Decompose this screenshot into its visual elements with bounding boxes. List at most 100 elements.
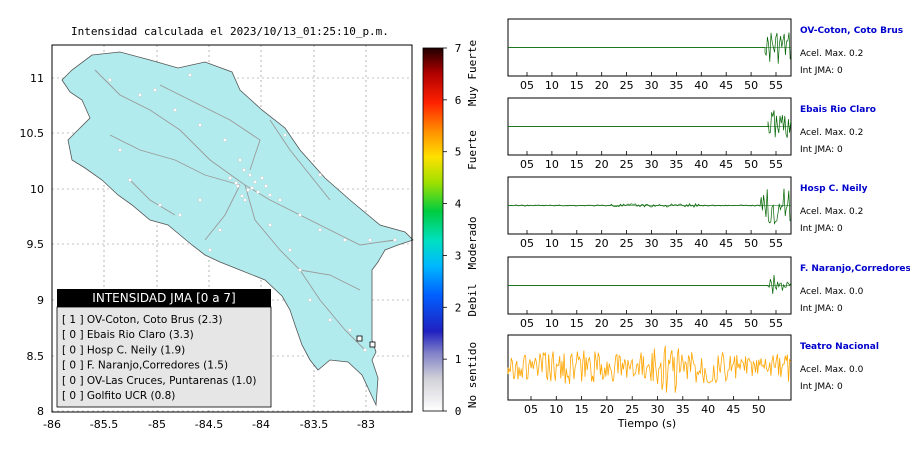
waveform-x-tick: 55 (769, 158, 783, 171)
station-accel: Acel. Max. 0.2 (800, 49, 863, 59)
station-name: OV-Coton, Coto Brus (800, 26, 903, 36)
station-name: Hosp C. Neily (800, 184, 868, 194)
station-accel: Acel. Max. 0.0 (800, 287, 864, 297)
waveform-x-tick: 45 (719, 237, 733, 250)
colorbar-tick: 3 (455, 249, 462, 262)
station-intensity: Int JMA: 0 (800, 382, 843, 392)
colorbar-tick: 0 (455, 405, 462, 418)
legend-title: INTENSIDAD JMA [0 a 7] (92, 291, 235, 305)
colorbar-band-label: Debil (466, 283, 479, 316)
waveform-panel: 05 10 15 20 25 30 35 40 45 50 55 F. Naranjo,Corredo… (507, 256, 910, 330)
map-y-tick: 9.5 (27, 238, 45, 251)
map-y-tick: 9 (37, 294, 44, 307)
legend-item: [ 0 ] Ebais Rio Claro (3.3) (62, 329, 194, 341)
waveform-x-tick: 20 (595, 158, 609, 171)
colorbar-band-label: Muy Fuerte (466, 40, 479, 106)
waveform-x-tick: 15 (575, 403, 589, 416)
legend-item: [ 0 ] Golfito UCR (0.8) (62, 390, 175, 402)
station-name: Teatro Nacional (800, 342, 879, 352)
waveform-panel: 05 10 15 20 25 30 35 40 45 50 Teatro Nacional Acel.… (507, 334, 879, 416)
map-y-axis: 11 10.5 10 9.5 9 8.5 8 (20, 72, 45, 418)
map-x-tick: -85.5 (90, 418, 118, 431)
colorbar-tick: 4 (455, 198, 462, 211)
intensity-legend: INTENSIDAD JMA [0 a 7] [ 1 ] OV-Coton, C… (56, 289, 272, 408)
colorbar-gradient (422, 47, 444, 412)
map-y-tick: 8 (37, 405, 44, 418)
colorbar-band-label: No sentido (466, 342, 479, 408)
waveform-x-tick: 45 (719, 317, 733, 330)
map-x-tick: -84.5 (195, 418, 223, 431)
waveform-x-tick: 15 (570, 158, 584, 171)
waveform-x-tick: 15 (570, 317, 584, 330)
waveform-x-tick: 35 (676, 403, 690, 416)
waveform-x-tick: 15 (570, 79, 584, 92)
waveform-x-tick: 45 (719, 79, 733, 92)
map-frame (51, 44, 413, 413)
waveform-x-tick: 40 (694, 317, 708, 330)
waveform-x-tick: 55 (769, 237, 783, 250)
waveform-x-tick: 25 (620, 79, 634, 92)
waveform-panels: 05 10 15 20 25 30 35 40 45 50 55 OV-Coton, Coto Bru… (507, 18, 910, 416)
town-markers (108, 73, 397, 352)
waveform-x-tick: 25 (625, 403, 639, 416)
legend-item: [ 0 ] OV-Las Cruces, Puntarenas (1.0) (62, 375, 256, 387)
waveform-x-tick: 40 (694, 79, 708, 92)
station-accel: Acel. Max. 0.2 (800, 207, 863, 217)
legend-title-bar (57, 289, 271, 307)
legend-body (56, 306, 272, 408)
legend-item: [ 0 ] Hosp C. Neily (1.9) (62, 344, 185, 356)
waveform-x-tick: 05 (524, 403, 538, 416)
waveform-x-tick: 20 (595, 79, 609, 92)
waveform-x-tick: 50 (744, 237, 758, 250)
waveform-x-tick: 35 (669, 237, 683, 250)
waveform-x-tick: 45 (719, 158, 733, 171)
waveform-x-tick: 40 (701, 403, 715, 416)
time-axis-label: Tiempo (s) (617, 417, 676, 430)
station-accel: Acel. Max. 0.0 (800, 365, 864, 375)
station-accel: Acel. Max. 0.2 (800, 128, 863, 138)
waveform-x-tick: 30 (645, 237, 659, 250)
map-x-tick: -83.5 (300, 418, 328, 431)
colorbar-tick: 5 (455, 146, 462, 159)
waveform-x-tick: 05 (520, 79, 534, 92)
waveform-x-tick: 15 (570, 237, 584, 250)
colorbar-tick: 7 (455, 42, 462, 55)
waveform-panel: 05 10 15 20 25 30 35 40 45 50 55 Hosp C. Neily Acel.… (507, 176, 868, 250)
waveform-x-tick: 35 (669, 79, 683, 92)
colorbar-band-label: Moderado (466, 217, 479, 270)
station-marker (356, 335, 363, 342)
station-marker (369, 341, 376, 348)
map-x-axis: -86 -85.5 -85 -84.5 -84 -83.5 -83 (43, 418, 375, 431)
waveform-x-tick: 40 (694, 158, 708, 171)
legend-item: [ 1 ] OV-Coton, Coto Brus (2.3) (62, 314, 222, 326)
station-intensity: Int JMA: 0 (800, 66, 843, 76)
station-intensity: Int JMA: 0 (800, 304, 843, 314)
map-y-tick: 10.5 (20, 127, 45, 140)
waveform-x-tick: 20 (595, 317, 609, 330)
station-intensity: Int JMA: 0 (800, 145, 843, 155)
waveform-x-tick: 30 (645, 317, 659, 330)
waveform-panel: 05 10 15 20 25 30 35 40 45 50 55 OV-Coton, Coto Bru… (507, 18, 903, 92)
waveform-x-tick: 30 (651, 403, 665, 416)
intensity-colorbar: 7 6 5 4 3 2 1 0 Muy Fuerte Fuerte Moderado Debil No… (422, 40, 479, 418)
colorbar-tick: 2 (455, 301, 462, 314)
map-title: Intensidad calculada el 2023/10/13_01:25… (71, 25, 389, 38)
waveform-x-tick: 35 (669, 158, 683, 171)
waveform-x-tick: 55 (769, 79, 783, 92)
waveform-x-tick: 10 (545, 158, 559, 171)
station-intensity: Int JMA: 0 (800, 224, 843, 234)
waveform-x-tick: 55 (769, 317, 783, 330)
waveform-x-tick: 05 (520, 317, 534, 330)
map-y-tick: 11 (30, 72, 44, 85)
colorbar-tick: 6 (455, 94, 462, 107)
map-x-tick: -83 (357, 418, 375, 431)
waveform-x-tick: 40 (694, 237, 708, 250)
waveform-x-tick: 25 (620, 317, 634, 330)
waveform-x-tick: 25 (620, 158, 634, 171)
waveform-x-tick: 50 (744, 79, 758, 92)
map-x-tick: -86 (43, 418, 61, 431)
colorbar-tick: 1 (455, 353, 462, 366)
waveform-x-tick: 10 (545, 237, 559, 250)
waveform-x-tick: 45 (726, 403, 740, 416)
